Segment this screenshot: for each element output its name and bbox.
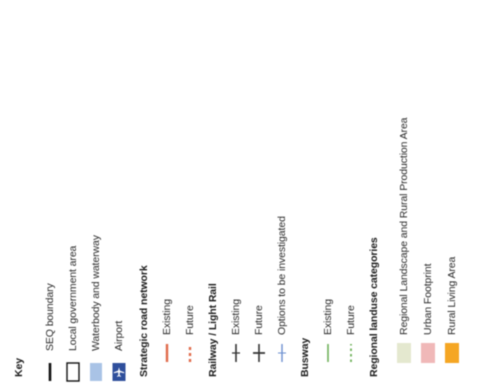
legend-title: Key (12, 0, 26, 385)
legend-item-rural-living: Rural Living Area (445, 0, 459, 385)
legend-item-busway-existing: Existing (321, 0, 335, 385)
seq-boundary-line-symbol (47, 359, 53, 385)
rail-existing-label: Existing (230, 299, 242, 335)
seq-boundary-label: SEQ boundary (44, 283, 56, 351)
regional-landscape-label: Regional Landscape and Rural Production … (398, 117, 410, 335)
rail-options-line-symbol (277, 343, 287, 363)
rail-heading-text: Railway / Light Rail (207, 283, 219, 377)
legend-item-road-existing: Existing (160, 0, 174, 385)
rail-options-label: Options to be investigated (276, 216, 288, 335)
busway-existing-label: Existing (322, 299, 334, 335)
road-future-label: Future (184, 305, 196, 335)
legend-item-regional-landscape: Regional Landscape and Rural Production … (397, 0, 411, 385)
local-government-label: Local government area (67, 245, 79, 351)
legend-item-rail-existing: Existing (229, 0, 243, 385)
landuse-heading: Regional landuse categories (367, 0, 381, 385)
waterbody-swatch (89, 359, 103, 385)
airplane-icon (112, 359, 126, 385)
rural-living-label: Rural Living Area (446, 256, 458, 335)
urban-footprint-label: Urban Footprint (422, 263, 434, 335)
local-government-box-symbol (66, 359, 80, 385)
road-existing-label: Existing (161, 299, 173, 335)
legend-item-urban-footprint: Urban Footprint (421, 0, 435, 385)
legend-item-busway-future: Future (344, 0, 358, 385)
legend-item-rail-options: Options to be investigated (275, 0, 289, 385)
landuse-heading-text: Regional landuse categories (368, 237, 380, 377)
legend-item-road-future: Future (183, 0, 197, 385)
legend-item-airport: Airport (112, 0, 126, 385)
busway-future-label: Future (345, 305, 357, 335)
strategic-road-heading: Strategic road network (137, 0, 151, 385)
busway-existing-line-symbol (325, 343, 331, 363)
road-future-dashed-symbol (187, 343, 193, 363)
strategic-road-heading-text: Strategic road network (138, 265, 150, 377)
legend-item-local-government: Local government area (66, 0, 80, 385)
legend-item-rail-future: Future (252, 0, 266, 385)
legend-item-waterbody: Waterbody and waterway (89, 0, 103, 385)
rural-living-swatch (445, 343, 459, 363)
busway-future-dashed-symbol (348, 343, 354, 363)
busway-heading-text: Busway (299, 337, 311, 377)
rail-heading: Railway / Light Rail (206, 0, 220, 385)
rail-future-label: Future (253, 305, 265, 335)
urban-footprint-swatch (421, 343, 435, 363)
road-existing-line-symbol (164, 343, 170, 363)
waterbody-label: Waterbody and waterway (90, 235, 102, 351)
regional-landscape-swatch (397, 343, 411, 363)
airport-label: Airport (113, 320, 125, 351)
rail-future-track-symbol (253, 343, 265, 363)
rail-existing-track-symbol (231, 343, 241, 363)
busway-heading: Busway (298, 0, 312, 385)
legend-item-seq-boundary: SEQ boundary (43, 0, 57, 385)
legend-title-text: Key (13, 358, 25, 377)
